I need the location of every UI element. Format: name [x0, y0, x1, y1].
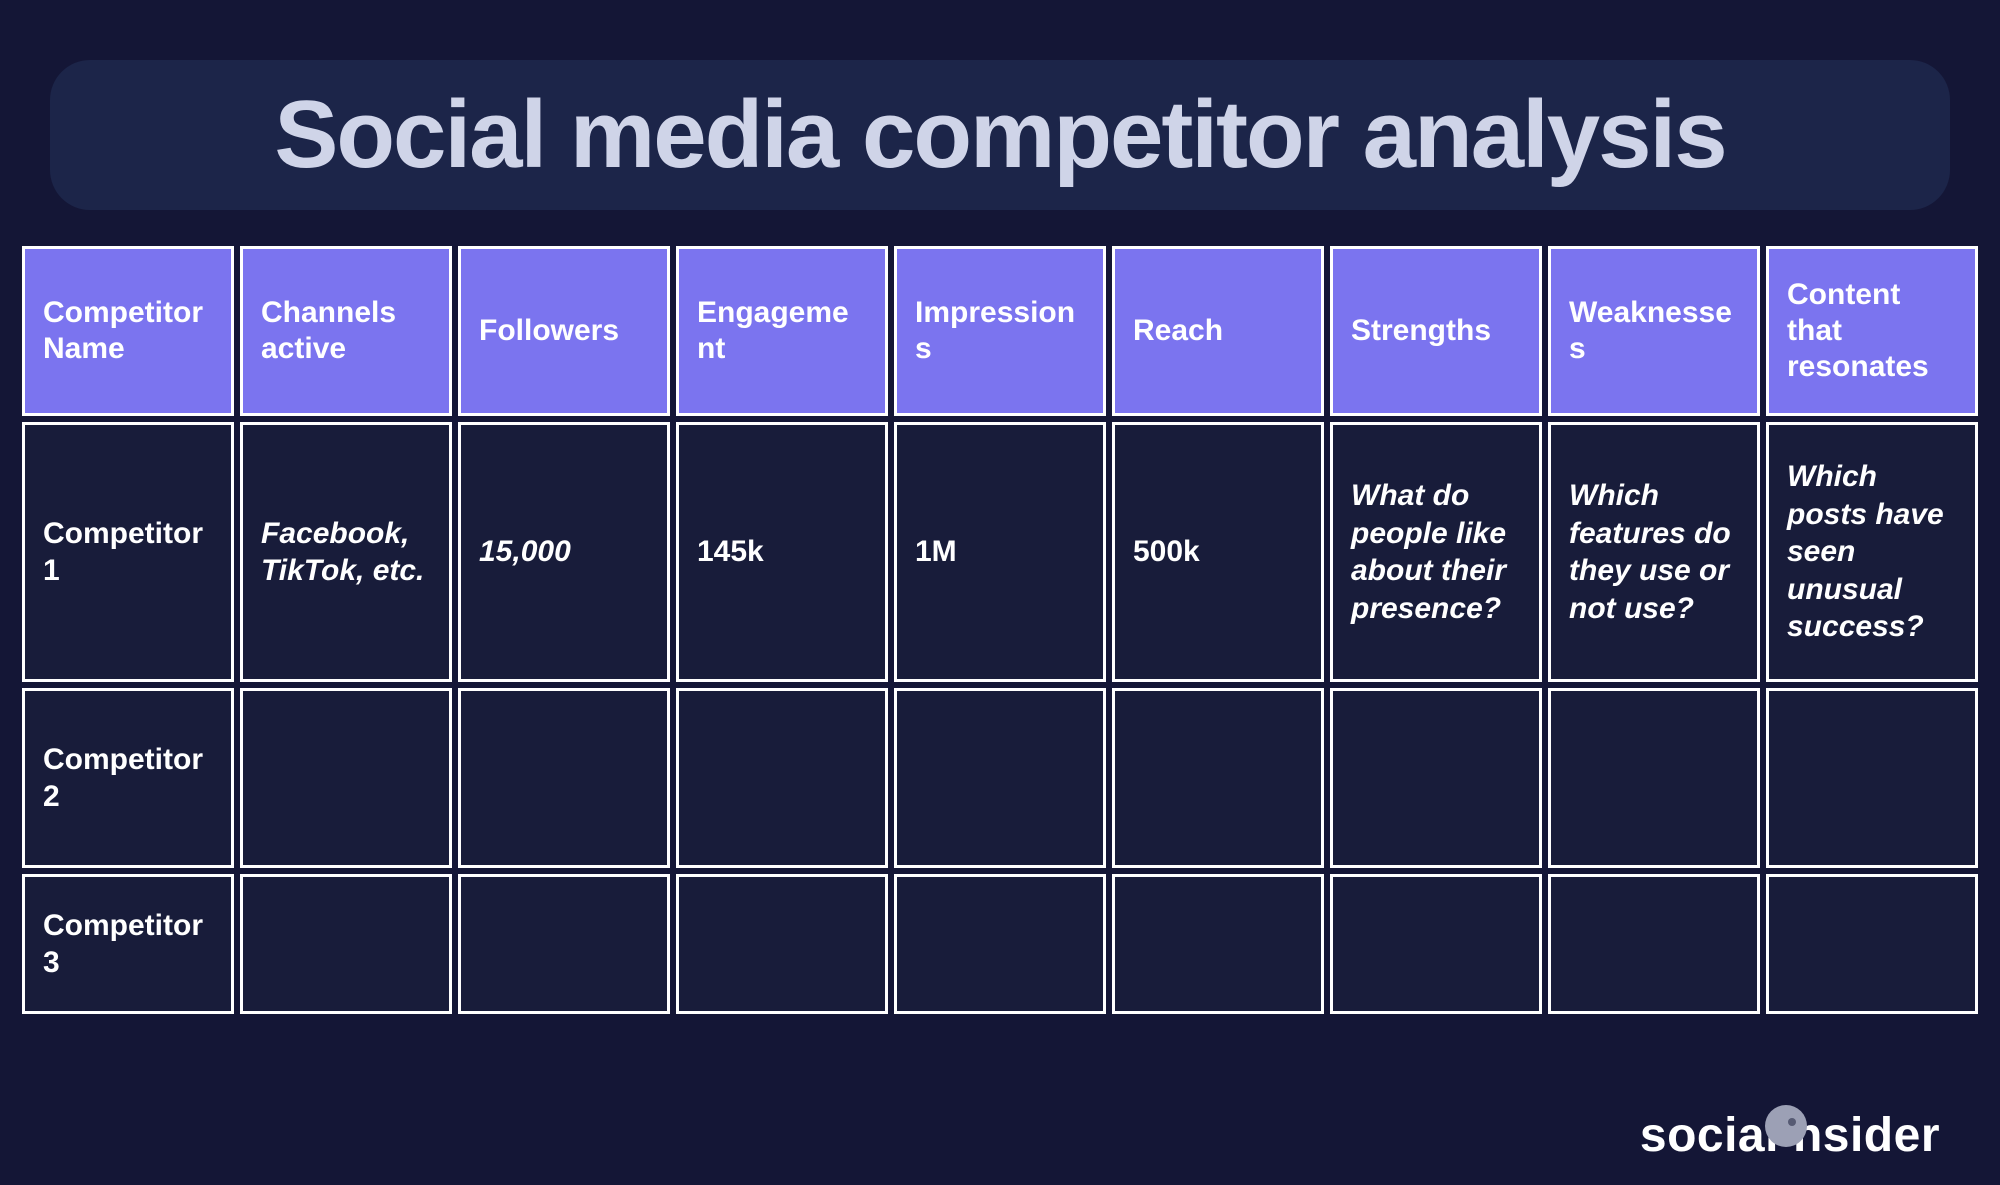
brand-logo: social nsider: [1640, 1108, 1940, 1163]
cell-impressions: 1M: [894, 422, 1106, 682]
cell-name: Competitor 1: [22, 422, 234, 682]
competitor-table: Competitor Name Channels active Follower…: [16, 240, 1984, 1020]
table-row: Competitor 3: [22, 874, 1978, 1014]
cell-content: [1766, 688, 1978, 868]
competitor-table-wrap: Competitor Name Channels active Follower…: [16, 240, 1984, 1020]
cell-content: [1766, 874, 1978, 1014]
cell-engagement: [676, 874, 888, 1014]
cell-strengths: What do people like about their presence…: [1330, 422, 1542, 682]
cell-weaknesses: Which features do they use or not use?: [1548, 422, 1760, 682]
cell-engagement: [676, 688, 888, 868]
cell-channels: [240, 688, 452, 868]
cell-weaknesses: [1548, 688, 1760, 868]
cell-strengths: [1330, 688, 1542, 868]
table-head: Competitor Name Channels active Follower…: [22, 246, 1978, 416]
brand-text-left: social: [1640, 1108, 1779, 1163]
col-content-resonates: Content that resonates: [1766, 246, 1978, 416]
page-title: Social media competitor analysis: [90, 80, 1910, 190]
cell-followers: 15,000: [458, 422, 670, 682]
col-reach: Reach: [1112, 246, 1324, 416]
col-strengths: Strengths: [1330, 246, 1542, 416]
cell-followers: [458, 874, 670, 1014]
cell-reach: [1112, 874, 1324, 1014]
col-competitor-name: Competitor Name: [22, 246, 234, 416]
cell-impressions: [894, 688, 1106, 868]
cell-impressions: [894, 874, 1106, 1014]
cell-engagement: 145k: [676, 422, 888, 682]
cell-weaknesses: [1548, 874, 1760, 1014]
cell-followers: [458, 688, 670, 868]
table-row: Competitor 1 Facebook, TikTok, etc.15,00…: [22, 422, 1978, 682]
table-row: Competitor 2: [22, 688, 1978, 868]
table-header-row: Competitor Name Channels active Follower…: [22, 246, 1978, 416]
table-body: Competitor 1 Facebook, TikTok, etc.15,00…: [22, 422, 1978, 1014]
col-impressions: Impressions: [894, 246, 1106, 416]
col-weaknesses: Weaknesses: [1548, 246, 1760, 416]
cell-name: Competitor 3: [22, 874, 234, 1014]
cell-reach: [1112, 688, 1324, 868]
col-engagement: Engagement: [676, 246, 888, 416]
cell-name: Competitor 2: [22, 688, 234, 868]
brand-text-right: nsider: [1793, 1108, 1940, 1163]
col-followers: Followers: [458, 246, 670, 416]
cell-content: Which posts have seen unusual success?: [1766, 422, 1978, 682]
cell-reach: 500k: [1112, 422, 1324, 682]
brand-dot-icon: [1765, 1105, 1807, 1147]
cell-channels: [240, 874, 452, 1014]
cell-strengths: [1330, 874, 1542, 1014]
cell-channels: Facebook, TikTok, etc.: [240, 422, 452, 682]
title-bar: Social media competitor analysis: [50, 60, 1950, 210]
col-channels-active: Channels active: [240, 246, 452, 416]
